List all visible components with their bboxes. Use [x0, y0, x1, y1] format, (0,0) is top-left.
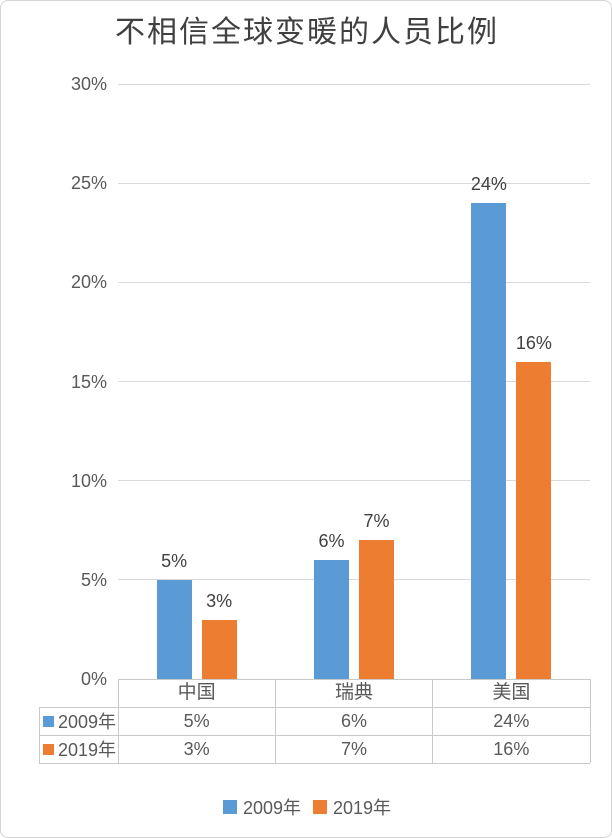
bar-2019年-美国 [516, 361, 552, 679]
gridline [118, 579, 590, 581]
y-axis-tick-label: 30% [70, 74, 107, 94]
table-line [117, 679, 119, 763]
y-axis-tick-label: 25% [70, 173, 107, 194]
series-key-swatch [43, 715, 54, 727]
chart-legend: 2009年 2019年 [1, 794, 611, 820]
series-key-swatch [43, 743, 54, 755]
table-line [274, 679, 276, 763]
gridline [118, 83, 590, 85]
table-line [39, 762, 590, 764]
table-value-cell: 16% [493, 739, 530, 759]
bar-value-label: 7% [363, 511, 390, 532]
legend-swatch [313, 800, 327, 814]
y-axis-tick-label: 15% [70, 371, 107, 392]
gridline [118, 480, 590, 482]
bar-2009年-瑞典 [314, 560, 349, 679]
table-value-cell: 7% [340, 739, 367, 759]
table-row-label-2009年: 2009年 [39, 707, 118, 735]
table-line [39, 734, 590, 736]
table-header-中国: 中国 [177, 682, 216, 703]
table-line [39, 706, 590, 708]
series-key-label: 2009年 [58, 712, 117, 732]
y-axis-tick-label: 20% [70, 272, 107, 293]
legend-swatch [222, 800, 237, 814]
chart-title: 不相信全球变暖的人员比例 [115, 16, 499, 49]
bar-value-label: 5% [161, 550, 188, 571]
table-header-瑞典: 瑞典 [334, 682, 373, 703]
table-value-cell: 6% [340, 711, 367, 731]
bar-value-label: 16% [515, 332, 552, 353]
table-line [432, 679, 434, 763]
legend-item-2019年: 2019年 [313, 794, 391, 820]
legend-label: 2019年 [333, 798, 392, 818]
legend-label: 2009年 [242, 798, 301, 818]
bar-value-label: 6% [318, 531, 345, 551]
bar-2009年-中国 [156, 579, 192, 679]
gridline [118, 281, 590, 283]
bar-value-label: 24% [470, 174, 507, 194]
bar-2009年-美国 [471, 203, 507, 679]
bar-2019年-中国 [201, 619, 237, 679]
gridline [118, 381, 590, 382]
table-value-cell: 24% [493, 711, 530, 731]
y-axis-tick-label: 5% [80, 569, 107, 590]
table-line [38, 707, 40, 763]
y-axis-tick-label: 0% [80, 669, 107, 689]
y-axis-tick-label: 10% [70, 470, 107, 491]
table-header-美国: 美国 [492, 682, 531, 703]
bar-value-label: 3% [206, 590, 233, 611]
table-line [118, 678, 590, 680]
bar-2019年-瑞典 [359, 540, 394, 679]
legend-item-2009年: 2009年 [222, 794, 301, 820]
table-row-label-2019年: 2019年 [39, 735, 118, 763]
table-line [589, 679, 591, 763]
table-value-cell: 5% [183, 711, 210, 731]
gridline [118, 182, 590, 184]
series-key-label: 2019年 [58, 740, 117, 760]
table-value-cell: 3% [183, 739, 210, 759]
